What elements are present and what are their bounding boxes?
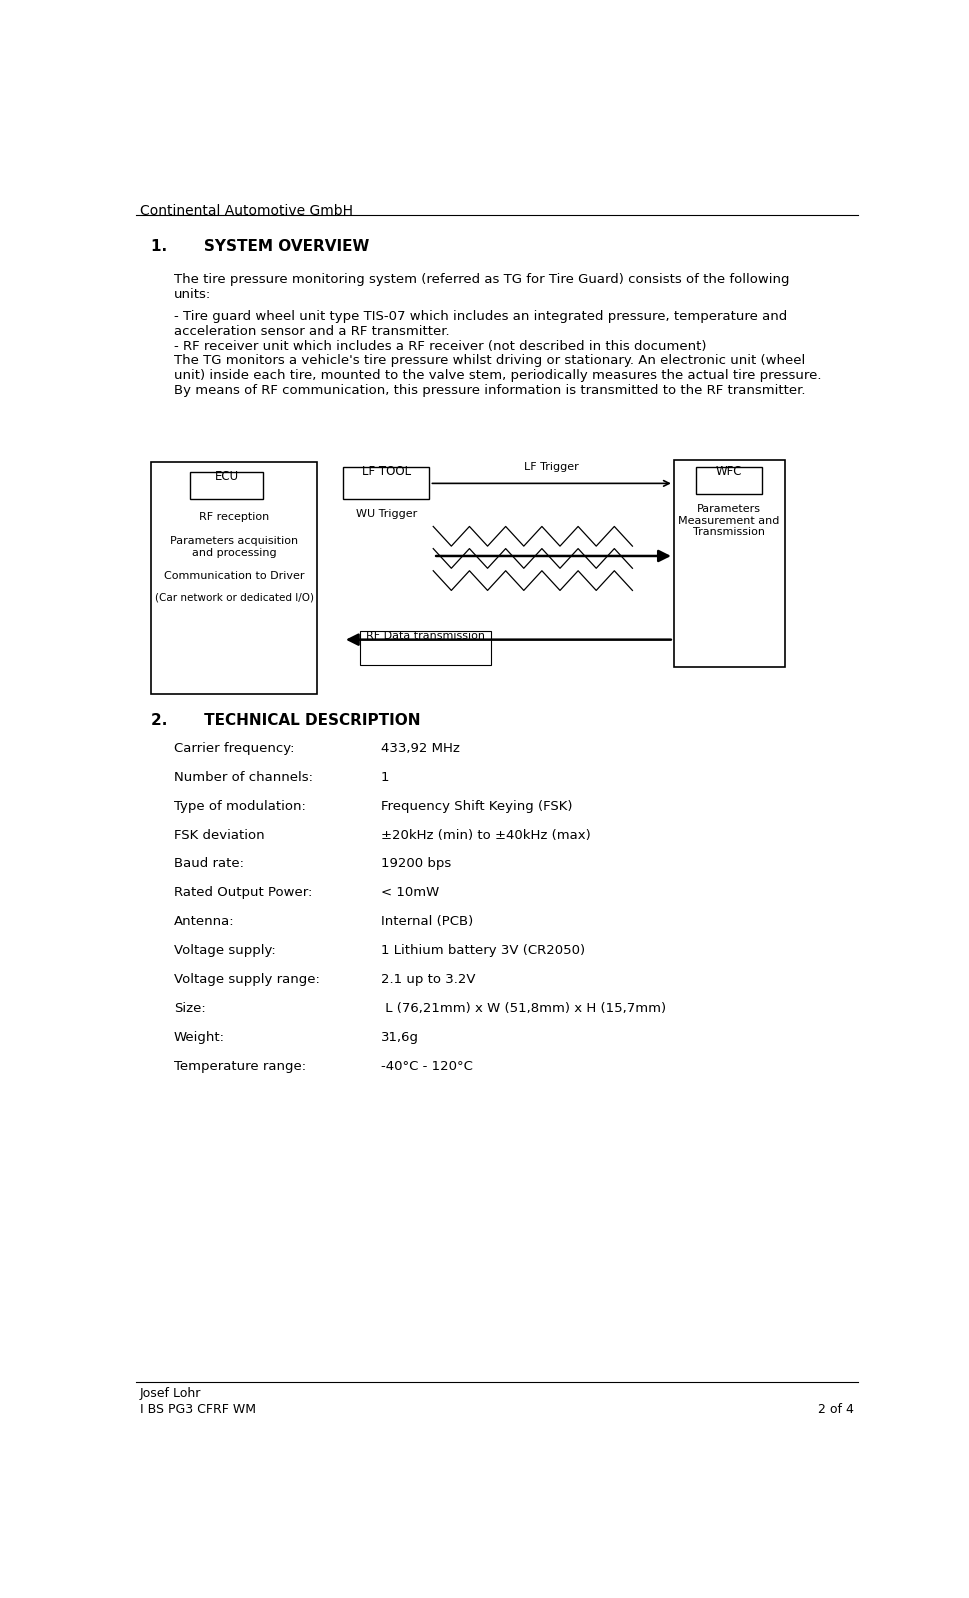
Text: 1 Lithium battery 3V (CR2050): 1 Lithium battery 3V (CR2050) [380, 944, 584, 957]
Text: Parameters acquisition
and processing: Parameters acquisition and processing [170, 537, 297, 558]
FancyBboxPatch shape [343, 467, 429, 499]
Text: Antenna:: Antenna: [173, 916, 234, 928]
Text: The tire pressure monitoring system (referred as TG for Tire Guard) consists of : The tire pressure monitoring system (ref… [173, 273, 789, 300]
FancyBboxPatch shape [695, 467, 761, 494]
Text: ECU: ECU [214, 470, 238, 483]
Text: Frequency Shift Keying (FSK): Frequency Shift Keying (FSK) [380, 799, 572, 813]
Text: Parameters
Measurement and
Transmission: Parameters Measurement and Transmission [677, 505, 778, 537]
Text: Baud rate:: Baud rate: [173, 858, 243, 871]
Text: WFC: WFC [715, 465, 741, 478]
Text: The TG monitors a vehicle's tire pressure whilst driving or stationary. An elect: The TG monitors a vehicle's tire pressur… [173, 355, 821, 398]
Text: Rated Output Power:: Rated Output Power: [173, 887, 312, 900]
Text: ±20kHz (min) to ±40kHz (max): ±20kHz (min) to ±40kHz (max) [380, 828, 590, 842]
Text: 433,92 MHz: 433,92 MHz [380, 741, 459, 754]
Text: Josef Lohr: Josef Lohr [140, 1387, 202, 1400]
Text: Weight:: Weight: [173, 1031, 225, 1043]
FancyBboxPatch shape [673, 460, 784, 666]
Text: (Car network or dedicated I/O): (Car network or dedicated I/O) [154, 593, 313, 602]
Text: RF reception: RF reception [199, 511, 268, 521]
Text: Continental Automotive GmbH: Continental Automotive GmbH [140, 205, 353, 217]
Text: Type of modulation:: Type of modulation: [173, 799, 305, 813]
Text: Voltage supply:: Voltage supply: [173, 944, 275, 957]
Text: Number of channels:: Number of channels: [173, 770, 313, 783]
Text: LF TOOL: LF TOOL [361, 465, 411, 478]
Text: 19200 bps: 19200 bps [380, 858, 451, 871]
FancyBboxPatch shape [151, 462, 316, 694]
Text: Internal (PCB): Internal (PCB) [380, 916, 472, 928]
FancyBboxPatch shape [359, 631, 490, 665]
Text: 1.       SYSTEM OVERVIEW: 1. SYSTEM OVERVIEW [151, 238, 369, 254]
Text: Communication to Driver: Communication to Driver [164, 570, 304, 580]
Text: 2.       TECHNICAL DESCRIPTION: 2. TECHNICAL DESCRIPTION [151, 713, 421, 729]
Text: 1: 1 [380, 770, 389, 783]
Text: FSK deviation: FSK deviation [173, 828, 265, 842]
Text: Size:: Size: [173, 1002, 205, 1015]
Text: RF Data transmission: RF Data transmission [366, 631, 484, 641]
Text: Voltage supply range:: Voltage supply range: [173, 973, 320, 986]
Text: -40°C - 120°C: -40°C - 120°C [380, 1059, 472, 1072]
Text: - Tire guard wheel unit type TIS-07 which includes an integrated pressure, tempe: - Tire guard wheel unit type TIS-07 whic… [173, 310, 786, 353]
Text: 2 of 4: 2 of 4 [818, 1403, 854, 1416]
Text: 31,6g: 31,6g [380, 1031, 419, 1043]
Text: Temperature range:: Temperature range: [173, 1059, 305, 1072]
Text: < 10mW: < 10mW [380, 887, 438, 900]
Text: LF Trigger: LF Trigger [523, 462, 578, 473]
Text: Carrier frequency:: Carrier frequency: [173, 741, 294, 754]
FancyBboxPatch shape [190, 473, 263, 499]
Text: WU Trigger: WU Trigger [356, 510, 417, 519]
Text: L (76,21mm) x W (51,8mm) x H (15,7mm): L (76,21mm) x W (51,8mm) x H (15,7mm) [380, 1002, 665, 1015]
Text: I BS PG3 CFRF WM: I BS PG3 CFRF WM [140, 1403, 256, 1416]
Text: 2.1 up to 3.2V: 2.1 up to 3.2V [380, 973, 475, 986]
